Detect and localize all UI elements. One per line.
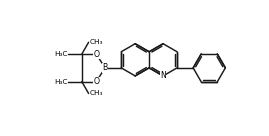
Text: CH₃: CH₃ — [89, 90, 103, 96]
Text: H₃C: H₃C — [54, 51, 67, 57]
Text: O: O — [93, 50, 99, 59]
Text: N: N — [160, 71, 166, 80]
Text: B: B — [102, 63, 108, 72]
Text: H₃C: H₃C — [54, 79, 67, 85]
Text: CH₃: CH₃ — [89, 39, 103, 45]
Text: O: O — [93, 77, 99, 86]
